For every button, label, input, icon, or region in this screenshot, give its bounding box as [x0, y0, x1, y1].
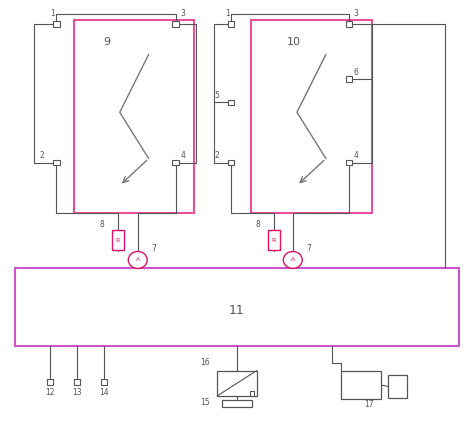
Bar — [74, 20, 194, 213]
Circle shape — [128, 252, 147, 269]
Circle shape — [283, 252, 302, 269]
Text: 10: 10 — [287, 37, 301, 47]
Text: 7: 7 — [306, 244, 311, 253]
Bar — [54, 160, 60, 165]
Bar — [47, 379, 54, 385]
Bar — [173, 21, 179, 27]
Text: 9: 9 — [103, 37, 110, 47]
Bar — [341, 371, 381, 399]
Text: 14: 14 — [99, 388, 109, 397]
Bar — [250, 391, 255, 396]
Bar — [217, 371, 257, 396]
Text: 5: 5 — [215, 91, 219, 100]
Bar — [74, 379, 80, 385]
Text: R: R — [272, 238, 276, 243]
Bar — [15, 268, 459, 346]
Text: 16: 16 — [201, 358, 210, 367]
Text: R: R — [116, 238, 120, 243]
Text: A: A — [136, 258, 140, 263]
Text: 7: 7 — [151, 244, 156, 253]
Bar — [268, 230, 280, 250]
Bar — [173, 160, 179, 165]
Bar — [346, 160, 352, 165]
Bar — [100, 379, 107, 385]
Bar — [346, 76, 352, 82]
Text: 11: 11 — [229, 304, 245, 317]
Bar — [228, 21, 235, 27]
Text: 15: 15 — [201, 398, 210, 407]
Text: A: A — [291, 258, 295, 263]
Text: 4: 4 — [180, 151, 185, 160]
Bar — [251, 20, 372, 213]
Bar — [112, 230, 124, 250]
Text: 2: 2 — [40, 151, 45, 160]
Bar — [222, 400, 252, 407]
Text: 8: 8 — [100, 220, 105, 230]
Text: 1: 1 — [225, 8, 230, 17]
Bar — [228, 99, 235, 105]
Text: 8: 8 — [256, 220, 261, 230]
Text: 2: 2 — [215, 151, 219, 160]
Bar — [346, 21, 352, 27]
Text: 12: 12 — [46, 388, 55, 397]
Text: 17: 17 — [365, 400, 374, 409]
Text: 1: 1 — [50, 8, 55, 17]
Text: 3: 3 — [354, 8, 359, 17]
Bar — [228, 160, 235, 165]
Text: 4: 4 — [354, 151, 359, 160]
Bar — [388, 375, 407, 398]
Bar — [54, 21, 60, 27]
Text: 3: 3 — [180, 8, 185, 17]
Text: 6: 6 — [354, 68, 359, 77]
Text: 13: 13 — [73, 388, 82, 397]
